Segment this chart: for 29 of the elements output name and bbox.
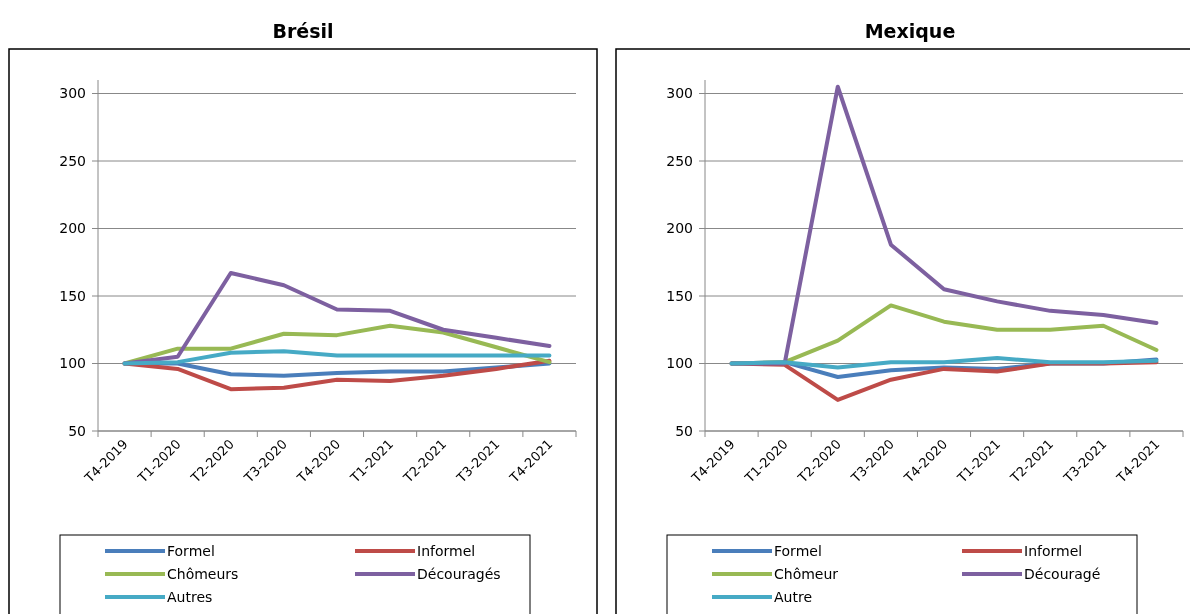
legend-label: Chômeurs [167, 565, 239, 582]
y-tick-label: 50 [68, 422, 86, 439]
legend-label: Découragés [417, 565, 501, 582]
legend-label: Découragé [1024, 565, 1101, 582]
y-tick-label: 150 [59, 287, 86, 304]
y-tick-label: 300 [666, 85, 693, 102]
line-series [729, 84, 1159, 366]
legend-label: Formel [167, 542, 215, 559]
legend-label: Informel [1024, 542, 1083, 559]
y-tick-label: 150 [666, 287, 693, 304]
chart-title: Brésil [272, 20, 334, 42]
y-tick-label: 250 [666, 152, 693, 169]
y-tick-label: 300 [59, 85, 86, 102]
line-series [122, 358, 552, 392]
y-tick-label: 200 [59, 220, 86, 237]
legend-label: Formel [774, 542, 822, 559]
y-tick-label: 250 [59, 152, 86, 169]
legend-label: Autre [774, 588, 813, 605]
y-tick-label: 100 [59, 355, 86, 372]
line-series [122, 349, 552, 366]
legend-label: Informel [417, 542, 476, 559]
legend-label: Chômeur [774, 565, 839, 582]
line-series [729, 356, 1159, 370]
chart-title: Mexique [864, 20, 956, 42]
y-tick-label: 100 [666, 355, 693, 372]
y-tick-label: 200 [666, 220, 693, 237]
line-series [122, 323, 552, 366]
y-tick-label: 50 [675, 422, 693, 439]
legend-label: Autres [167, 588, 213, 605]
